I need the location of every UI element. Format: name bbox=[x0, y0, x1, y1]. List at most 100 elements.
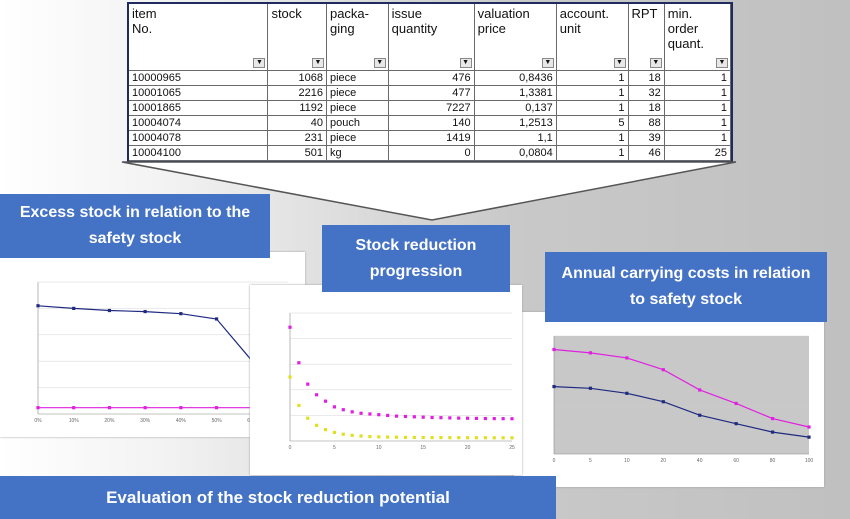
x-tick-label: 10 bbox=[376, 445, 382, 451]
table-cell: kg bbox=[326, 145, 389, 161]
table-cell: 1 bbox=[556, 145, 629, 161]
table-cell: 18 bbox=[628, 70, 665, 86]
table-cell: 18 bbox=[628, 100, 665, 116]
column-header-label: valuation price bbox=[477, 6, 530, 36]
data-point bbox=[143, 309, 147, 314]
data-point bbox=[448, 416, 452, 420]
x-tick-label: 0% bbox=[34, 418, 42, 424]
plot-area bbox=[554, 336, 809, 454]
data-point bbox=[439, 416, 443, 420]
x-tick-label: 20 bbox=[465, 445, 471, 451]
column-header: issue quantity ▼ bbox=[388, 4, 475, 71]
data-point bbox=[807, 425, 811, 429]
data-point bbox=[315, 423, 319, 427]
column-header: valuation price ▼ bbox=[474, 4, 557, 71]
table-cell: 10001865 bbox=[129, 100, 269, 116]
data-point bbox=[421, 415, 425, 419]
table-cell: 1 bbox=[556, 85, 629, 101]
data-point bbox=[394, 435, 399, 439]
data-point bbox=[297, 403, 301, 408]
data-point bbox=[439, 435, 443, 440]
table-cell: 0,137 bbox=[474, 100, 557, 116]
filter-dropdown-icon[interactable]: ▼ bbox=[541, 58, 554, 68]
filter-dropdown-icon[interactable]: ▼ bbox=[459, 58, 472, 68]
table-cell: piece bbox=[326, 100, 389, 116]
data-point bbox=[483, 436, 487, 440]
table-cell: 140 bbox=[388, 115, 475, 131]
x-tick-label: 40 bbox=[697, 458, 703, 464]
table-cell: 1192 bbox=[267, 100, 327, 116]
table-cell: 1 bbox=[556, 100, 629, 116]
data-point bbox=[466, 416, 470, 420]
table-cell: 1 bbox=[664, 130, 732, 146]
column-header: min. order quant. ▼ bbox=[664, 4, 732, 71]
data-point bbox=[698, 388, 702, 392]
data-point bbox=[315, 393, 319, 397]
table-header-row: item No. ▼ stock ▼ packa- ging ▼ issue quantit… bbox=[129, 4, 732, 71]
data-point bbox=[288, 375, 292, 379]
x-tick-label: 15 bbox=[420, 445, 426, 451]
callout-carrying-costs: Annual carrying costs in relation to saf… bbox=[545, 252, 827, 322]
column-header: item No. ▼ bbox=[129, 4, 269, 71]
table-cell: 1,2513 bbox=[474, 115, 557, 131]
filter-dropdown-icon[interactable]: ▼ bbox=[311, 58, 324, 68]
table-row: 10000965 1068 piece 476 0,8436 1 18 1 bbox=[129, 70, 732, 86]
data-point bbox=[501, 436, 505, 440]
data-point bbox=[323, 399, 328, 403]
data-point bbox=[36, 406, 40, 410]
table-cell: 0 bbox=[388, 145, 475, 161]
x-tick-label: 30% bbox=[140, 418, 151, 424]
data-point bbox=[403, 414, 408, 419]
table-row: 10004074 40 pouch 140 1,2513 5 88 1 bbox=[129, 115, 732, 131]
table-cell: piece bbox=[326, 85, 389, 101]
data-point bbox=[501, 417, 505, 421]
data-point bbox=[770, 430, 775, 434]
table-cell: 10004100 bbox=[129, 145, 269, 161]
down-arrow bbox=[121, 161, 737, 221]
table-cell: 477 bbox=[388, 85, 475, 101]
data-point bbox=[359, 411, 363, 415]
callout-excess-stock: Excess stock in relation to the safety s… bbox=[0, 194, 270, 258]
data-point bbox=[323, 428, 328, 432]
table-cell: 7227 bbox=[388, 100, 475, 116]
column-header: packa- ging ▼ bbox=[326, 4, 389, 71]
filter-dropdown-icon[interactable]: ▼ bbox=[373, 58, 386, 68]
x-tick-label: 100 bbox=[805, 458, 814, 464]
table-cell: 1,1 bbox=[474, 130, 557, 146]
filter-dropdown-icon[interactable]: ▼ bbox=[613, 58, 626, 68]
chart-carrying-costs: 0 5 10 20 40 60 80 100 bbox=[514, 312, 824, 487]
table-cell: 39 bbox=[628, 130, 665, 146]
data-point bbox=[448, 436, 452, 440]
table-cell: piece bbox=[326, 70, 389, 86]
x-tick-label: 10% bbox=[69, 418, 80, 424]
series-line bbox=[553, 386, 810, 438]
table-cell: 25 bbox=[664, 145, 732, 161]
callout-stock-reduction: Stock reduction progression bbox=[322, 225, 510, 292]
table-cell: 1 bbox=[664, 115, 732, 131]
data-point bbox=[661, 400, 665, 404]
data-point bbox=[661, 368, 665, 372]
data-point bbox=[698, 413, 702, 417]
data-point bbox=[734, 401, 738, 406]
table-cell: 0,8436 bbox=[474, 70, 557, 86]
filter-dropdown-icon[interactable]: ▼ bbox=[253, 58, 266, 68]
column-header-label: packa- ging bbox=[329, 6, 369, 36]
data-point bbox=[510, 436, 514, 440]
column-header-label: stock bbox=[271, 6, 302, 21]
data-point bbox=[510, 417, 514, 421]
data-point bbox=[394, 414, 399, 418]
table-cell: 501 bbox=[267, 145, 327, 161]
data-point bbox=[403, 435, 408, 439]
data-point bbox=[377, 413, 381, 417]
data-point bbox=[179, 312, 183, 316]
table-cell: 10004074 bbox=[129, 115, 269, 131]
filter-dropdown-icon[interactable]: ▼ bbox=[649, 58, 662, 68]
filter-dropdown-icon[interactable]: ▼ bbox=[716, 58, 728, 68]
x-tick-label: 10 bbox=[624, 458, 630, 464]
column-header: RPT ▼ bbox=[628, 4, 665, 71]
table-cell: 5 bbox=[556, 115, 629, 131]
data-point bbox=[625, 391, 629, 395]
data-point bbox=[306, 382, 310, 386]
data-point bbox=[368, 434, 372, 439]
data-point bbox=[107, 308, 112, 313]
